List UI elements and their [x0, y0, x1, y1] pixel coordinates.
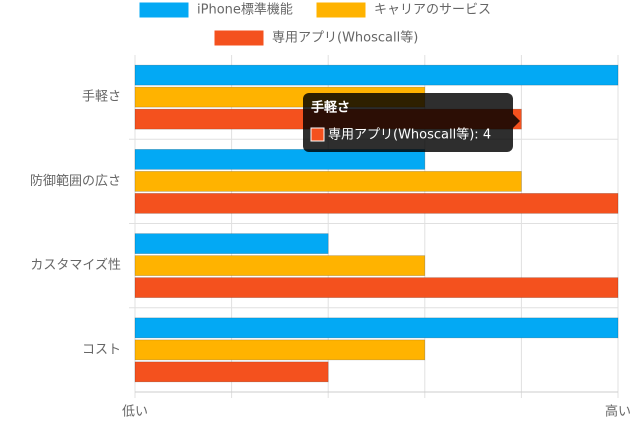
bar: [134, 255, 426, 276]
legend-swatch: [316, 2, 366, 18]
bar: [134, 317, 619, 339]
y-tick-label: カスタマイズ性: [30, 257, 121, 273]
bar: [134, 171, 522, 192]
tooltip-swatch: [310, 127, 325, 142]
bar: [134, 64, 619, 86]
bar: [134, 339, 426, 361]
tooltip-box: [303, 93, 513, 152]
bar: [134, 233, 329, 254]
bar: [134, 193, 619, 214]
tooltip-label: 専用アプリ(Whoscall等): 4: [328, 127, 491, 143]
x-tick-label: 低い: [122, 405, 148, 420]
legend-swatch: [139, 2, 189, 18]
y-tick-label: 防御範囲の広さ: [30, 173, 121, 189]
tooltip-arrow: [513, 114, 520, 128]
bar: [134, 149, 426, 170]
tooltip-title: 手軽さ: [311, 100, 350, 116]
bar: [134, 361, 329, 383]
legend-label: 専用アプリ(Whoscall等): [272, 30, 418, 46]
legend-swatch: [214, 30, 264, 46]
legend-label: キャリアのサービス: [374, 3, 491, 18]
y-tick-label: 手軽さ: [82, 90, 121, 105]
y-tick-label: コスト: [82, 342, 121, 357]
bar: [134, 277, 619, 298]
x-tick-label: 高い: [605, 404, 631, 420]
legend-label: iPhone標準機能: [197, 2, 293, 18]
